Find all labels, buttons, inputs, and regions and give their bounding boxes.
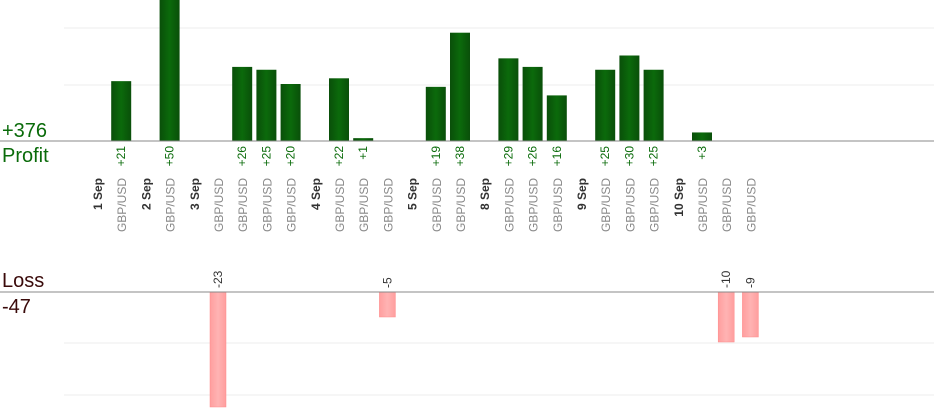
profit-bar [450, 32, 470, 142]
loss-bar [379, 291, 396, 318]
profit-bar [280, 84, 301, 141]
loss-bar [209, 291, 227, 408]
profit-bar [546, 95, 567, 141]
loss-value-label: -10 [719, 270, 733, 288]
profit-value-label: +19 [429, 146, 443, 167]
loss-label: Loss [2, 270, 45, 292]
pair-label: GBP/USD [527, 178, 541, 232]
profit-bar [256, 69, 277, 141]
loss-bar [742, 291, 759, 338]
profit-bar [329, 78, 349, 141]
pair-label: GBP/USD [551, 178, 565, 232]
pair-label: GBP/USD [648, 178, 662, 232]
profit-bar [595, 69, 616, 141]
profit-bar [498, 58, 519, 141]
bars [111, 0, 759, 408]
profit-bar [643, 69, 664, 141]
profit-bar [619, 55, 640, 141]
pair-label: GBP/USD [720, 178, 734, 232]
profit-total: +376 [2, 120, 48, 142]
loss-total: -47 [2, 296, 31, 318]
pair-label: GBP/USD [236, 178, 250, 232]
profit-bar [159, 0, 180, 141]
pair-label: GBP/USD [623, 178, 637, 232]
profit-value-label: +26 [526, 146, 540, 167]
profit-value-label: +21 [114, 146, 128, 167]
pair-label: GBP/USD [285, 178, 299, 232]
profit-bar [232, 66, 253, 141]
date-label: 1 Sep [91, 178, 105, 210]
profit-value-label: +3 [695, 146, 709, 160]
pair-label: GBP/USD [696, 178, 710, 232]
date-label: 2 Sep [139, 178, 153, 210]
profit-value-label: +26 [235, 146, 249, 167]
loss-bar [717, 291, 735, 343]
pair-label: GBP/USD [381, 178, 395, 232]
date-label: 4 Sep [309, 178, 323, 210]
profit-bar [522, 66, 543, 141]
pair-label: GBP/USD [333, 178, 347, 232]
pair-label: GBP/USD [115, 178, 129, 232]
profit-value-label: +30 [622, 146, 636, 167]
profit-value-label: +25 [259, 146, 273, 167]
pair-label: GBP/USD [744, 178, 758, 232]
profit-bar [425, 86, 446, 141]
pair-label: GBP/USD [454, 178, 468, 232]
profit-value-label: +50 [163, 146, 177, 167]
profit-value-label: +29 [501, 146, 515, 167]
profit-value-label: +25 [647, 146, 661, 167]
loss-value-label: -5 [380, 277, 394, 288]
date-label: 8 Sep [478, 178, 492, 210]
pair-label: GBP/USD [212, 178, 226, 232]
profit-value-label: +16 [550, 146, 564, 167]
date-label: 3 Sep [188, 178, 202, 210]
profit-value-label: +22 [332, 146, 346, 167]
profit-value-label: +1 [356, 146, 370, 160]
grid-lines [64, 27, 934, 396]
profit-value-label: +20 [284, 146, 298, 167]
pair-label: GBP/USD [260, 178, 274, 232]
pair-label: GBP/USD [357, 178, 371, 232]
pair-label: GBP/USD [430, 178, 444, 232]
pair-label: GBP/USD [599, 178, 613, 232]
profit-bar [111, 81, 132, 141]
loss-value-label: -23 [211, 270, 225, 288]
date-label: 9 Sep [575, 178, 589, 210]
profit-value-label: +25 [598, 146, 612, 167]
pair-label: GBP/USD [164, 178, 178, 232]
profit-bar [692, 132, 712, 141]
pair-label: GBP/USD [502, 178, 516, 232]
date-label: 10 Sep [672, 178, 686, 217]
labels: 1 Sep GBP/USD +21 2 Sep GBP/USD +50 3 Sep GBP/U… [91, 146, 758, 288]
date-label: 5 Sep [406, 178, 420, 210]
profit-bar [353, 138, 374, 141]
loss-value-label: -9 [743, 277, 757, 288]
profit-label: Profit [2, 145, 49, 167]
profit-value-label: +38 [453, 146, 467, 167]
